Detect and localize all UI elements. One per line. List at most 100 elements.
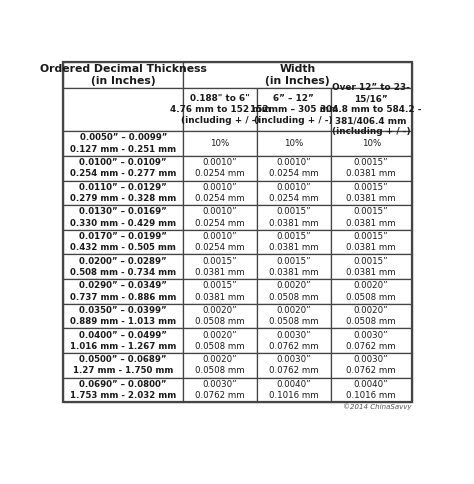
- Text: 0.0015”
0.0381 mm: 0.0015” 0.0381 mm: [269, 207, 319, 227]
- Bar: [330, 230, 412, 255]
- Bar: [183, 255, 257, 279]
- Text: 0.0130” – 0.0169”
0.330 mm - 0.429 mm: 0.0130” – 0.0169” 0.330 mm - 0.429 mm: [70, 207, 176, 227]
- Text: ©2014 ChinaSavvy: ©2014 ChinaSavvy: [343, 403, 412, 410]
- Text: Ordered Decimal Thickness
(in Inches): Ordered Decimal Thickness (in Inches): [40, 64, 207, 86]
- Bar: [183, 156, 257, 181]
- Bar: [330, 255, 412, 279]
- Bar: [183, 378, 257, 402]
- Text: 0.0030”
0.0762 mm: 0.0030” 0.0762 mm: [269, 331, 319, 351]
- Bar: [63, 255, 183, 279]
- Text: 0.0015”
0.0381 mm: 0.0015” 0.0381 mm: [346, 182, 396, 203]
- Text: 0.0020”
0.0508 mm: 0.0020” 0.0508 mm: [269, 281, 319, 302]
- Text: 0.0690” – 0.0800”
1.753 mm - 2.032 mm: 0.0690” – 0.0800” 1.753 mm - 2.032 mm: [70, 380, 176, 400]
- Bar: [183, 205, 257, 230]
- Text: 0.0170” – 0.0199”
0.432 mm - 0.505 mm: 0.0170” – 0.0199” 0.432 mm - 0.505 mm: [70, 232, 176, 252]
- Text: 10%: 10%: [362, 139, 381, 148]
- Bar: [63, 304, 183, 328]
- Text: 0.0500” – 0.0689”
1.27 mm - 1.750 mm: 0.0500” – 0.0689” 1.27 mm - 1.750 mm: [73, 355, 173, 376]
- Bar: [183, 230, 257, 255]
- Bar: [330, 131, 412, 156]
- Text: 0.0015”
0.0381 mm: 0.0015” 0.0381 mm: [346, 232, 396, 252]
- Text: 0.0015”
0.0381 mm: 0.0015” 0.0381 mm: [195, 257, 245, 277]
- Text: 0.0350” – 0.0399”
0.889 mm - 1.013 mm: 0.0350” – 0.0399” 0.889 mm - 1.013 mm: [70, 306, 176, 326]
- Bar: [257, 255, 330, 279]
- Text: 0.0400” – 0.0499”
1.016 mm - 1.267 mm: 0.0400” – 0.0499” 1.016 mm - 1.267 mm: [70, 331, 176, 351]
- Text: 0.0200” – 0.0289”
0.508 mm - 0.734 mm: 0.0200” – 0.0289” 0.508 mm - 0.734 mm: [70, 257, 176, 277]
- Bar: [257, 156, 330, 181]
- Bar: [330, 88, 412, 131]
- Text: 6” – 12”
152mm – 305 mm
(including + / -): 6” – 12” 152mm – 305 mm (including + / -…: [249, 94, 338, 125]
- Text: 0.0030”
0.0762 mm: 0.0030” 0.0762 mm: [346, 355, 396, 376]
- Text: 0.0020”
0.0508 mm: 0.0020” 0.0508 mm: [195, 355, 245, 376]
- Text: 0.0030”
0.0762 mm: 0.0030” 0.0762 mm: [195, 380, 245, 400]
- Text: 0.0010”
0.0254 mm: 0.0010” 0.0254 mm: [269, 158, 319, 178]
- Bar: [257, 279, 330, 304]
- Text: Width
(in Inches): Width (in Inches): [265, 64, 330, 86]
- Text: 0.0015”
0.0381 mm: 0.0015” 0.0381 mm: [346, 158, 396, 178]
- Bar: [257, 88, 330, 131]
- Text: 0.0010”
0.0254 mm: 0.0010” 0.0254 mm: [269, 182, 319, 203]
- Text: 0.0050” – 0.0099”
0.127 mm - 0.251 mm: 0.0050” – 0.0099” 0.127 mm - 0.251 mm: [70, 134, 176, 154]
- Bar: [330, 279, 412, 304]
- Bar: [257, 378, 330, 402]
- Bar: [257, 304, 330, 328]
- Bar: [257, 205, 330, 230]
- Bar: [183, 88, 257, 131]
- Text: 0.0290” – 0.0349”
0.737 mm - 0.886 mm: 0.0290” – 0.0349” 0.737 mm - 0.886 mm: [70, 281, 176, 302]
- Text: 10%: 10%: [284, 139, 303, 148]
- Bar: [330, 328, 412, 353]
- Text: 0.0015”
0.0381 mm: 0.0015” 0.0381 mm: [269, 232, 319, 252]
- Bar: [183, 131, 257, 156]
- Text: 0.0020”
0.0508 mm: 0.0020” 0.0508 mm: [346, 306, 396, 326]
- Bar: [183, 328, 257, 353]
- Text: 0.0015”
0.0381 mm: 0.0015” 0.0381 mm: [346, 207, 396, 227]
- Bar: [63, 279, 183, 304]
- Bar: [63, 156, 183, 181]
- Text: 0.0020”
0.0508 mm: 0.0020” 0.0508 mm: [195, 331, 245, 351]
- Bar: [257, 131, 330, 156]
- Text: 0.0020”
0.0508 mm: 0.0020” 0.0508 mm: [346, 281, 396, 302]
- Bar: [257, 328, 330, 353]
- Bar: [330, 205, 412, 230]
- Text: 0.0110” – 0.0129”
0.279 mm - 0.328 mm: 0.0110” – 0.0129” 0.279 mm - 0.328 mm: [70, 182, 176, 203]
- Bar: [183, 181, 257, 205]
- Text: 0.0020”
0.0508 mm: 0.0020” 0.0508 mm: [269, 306, 319, 326]
- Bar: [330, 378, 412, 402]
- Bar: [183, 62, 412, 88]
- Text: 0.188" to 6"
4.76 mm to 152 mm
(including + / -): 0.188" to 6" 4.76 mm to 152 mm (includin…: [170, 94, 271, 125]
- Bar: [330, 181, 412, 205]
- Text: 0.0015”
0.0381 mm: 0.0015” 0.0381 mm: [269, 257, 319, 277]
- Bar: [257, 230, 330, 255]
- Text: 0.0030”
0.0762 mm: 0.0030” 0.0762 mm: [269, 355, 319, 376]
- Bar: [330, 353, 412, 378]
- Text: 0.0030”
0.0762 mm: 0.0030” 0.0762 mm: [346, 331, 396, 351]
- Bar: [63, 131, 183, 156]
- Bar: [63, 328, 183, 353]
- Bar: [63, 205, 183, 230]
- Bar: [63, 230, 183, 255]
- Bar: [330, 156, 412, 181]
- Bar: [183, 304, 257, 328]
- Bar: [257, 181, 330, 205]
- Text: 0.0040”
0.1016 mm: 0.0040” 0.1016 mm: [269, 380, 319, 400]
- Bar: [63, 353, 183, 378]
- Text: 0.0015”
0.0381 mm: 0.0015” 0.0381 mm: [346, 257, 396, 277]
- Bar: [63, 181, 183, 205]
- Text: 0.0010”
0.0254 mm: 0.0010” 0.0254 mm: [195, 182, 245, 203]
- Text: Over 12” to 23-
15/16”
304.8 mm to 584.2 -
381/406.4 mm
(including + / -): Over 12” to 23- 15/16” 304.8 mm to 584.2…: [320, 83, 422, 136]
- Text: 0.0010”
0.0254 mm: 0.0010” 0.0254 mm: [195, 207, 245, 227]
- Text: 0.0010”
0.0254 mm: 0.0010” 0.0254 mm: [195, 232, 245, 252]
- Bar: [330, 304, 412, 328]
- Bar: [63, 88, 183, 131]
- Text: 0.0015”
0.0381 mm: 0.0015” 0.0381 mm: [195, 281, 245, 302]
- Text: 0.0040”
0.1016 mm: 0.0040” 0.1016 mm: [346, 380, 396, 400]
- Text: 10%: 10%: [210, 139, 230, 148]
- Text: 0.0010”
0.0254 mm: 0.0010” 0.0254 mm: [195, 158, 245, 178]
- Bar: [257, 353, 330, 378]
- Bar: [63, 62, 183, 88]
- Bar: [183, 353, 257, 378]
- Text: 0.0100” – 0.0109”
0.254 mm - 0.277 mm: 0.0100” – 0.0109” 0.254 mm - 0.277 mm: [70, 158, 176, 178]
- Bar: [63, 378, 183, 402]
- Bar: [183, 279, 257, 304]
- Text: 0.0020”
0.0508 mm: 0.0020” 0.0508 mm: [195, 306, 245, 326]
